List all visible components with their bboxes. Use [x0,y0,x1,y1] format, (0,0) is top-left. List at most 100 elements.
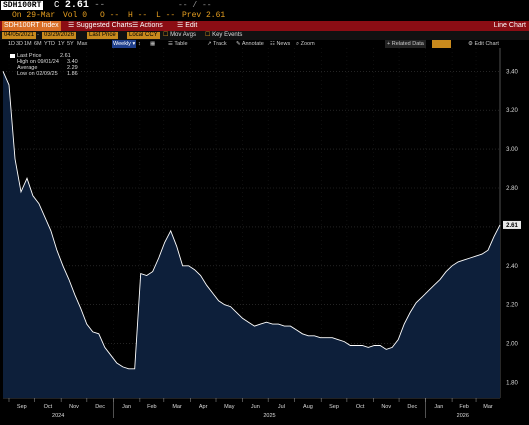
y-tick-label: 2.00 [506,342,518,348]
y-tick-label: 2.80 [506,186,518,192]
y-tick-label: 2.20 [506,303,518,309]
y-tick-label: 2.40 [506,264,518,270]
period-button-ytd[interactable]: YTD [44,41,55,47]
quote-value: 2.61 [64,0,89,11]
price-line [2,71,501,370]
function-toolbar: SDH100RT Index ☰ Suggested Charts ☰ Acti… [0,21,529,31]
security-menu[interactable]: SDH100RT Index [2,21,61,31]
edit-menu[interactable]: ☰ Edit [177,22,198,29]
bid-ask-placeholder: -- / -- [178,1,212,10]
annotate-button[interactable]: ✎ Annotate [236,41,264,47]
y-tick-label: 3.00 [506,147,518,153]
chart-type-label: Line Chart [493,22,526,29]
chart-legend: Last Price 2.61 High on 09/01/24 3.40 Av… [8,52,80,78]
track-button[interactable]: ↗ Track [207,41,227,47]
swap-icon[interactable]: ↕ [138,41,141,47]
year-label: 2024 [52,413,64,419]
x-tick-label: Sep [17,404,27,410]
related-data-button[interactable]: + Related Data [385,40,426,48]
last-price-tag-label: 2.61 [506,223,518,229]
legend-last-price-value: 2.61 [60,53,71,59]
frequency-selector[interactable]: Weekly ▾ [112,40,137,48]
x-tick-label: Mar [483,404,493,410]
year-label: 2026 [457,413,469,419]
actions-menu[interactable]: ☰ Actions [132,22,163,29]
period-button-6m[interactable]: 6M [34,41,42,47]
legend-high-label: High on 09/01/24 [17,59,59,65]
x-tick-label: Jun [251,404,260,410]
y-tick-label: 3.40 [506,69,518,75]
x-tick-label: Dec [95,404,105,410]
legend-low-value: 1.86 [67,71,78,77]
currency-selector[interactable]: Local CCY [127,32,160,39]
x-tick-label: Oct [356,404,365,410]
ticker-box[interactable]: SDH100RT [1,1,44,10]
price-chart[interactable]: 1.802.002.202.402.602.803.003.203.40SepO… [0,48,529,420]
quote-prev: Prev 2.61 [182,11,226,20]
legend-average-value: 2.29 [67,65,78,71]
quote-dash-a: -- [94,0,106,10]
related-data-field[interactable] [432,40,452,48]
chart-controls: 04/05/2021 - 03/29/2026 Last Price Local… [0,31,529,40]
year-label: 2025 [263,413,275,419]
date-separator: - [37,32,39,38]
mov-avgs-toggle[interactable]: ☐ Mov Avgs [163,31,196,40]
legend-last-price: Last Price 2.61 [10,53,78,59]
mov-avgs-label: Mov Avgs [170,32,196,38]
period-button-1m[interactable]: 1M [24,41,32,47]
legend-average-label: Average [17,65,38,71]
legend-low: Low on 02/09/25 1.86 [10,71,78,77]
news-button[interactable]: ☷ News [270,41,291,47]
checkbox-icon: ☐ [163,32,169,38]
legend-average: Average 2.29 [10,65,78,71]
x-tick-label: Apr [199,404,208,410]
x-tick-label: Oct [44,404,53,410]
y-tick-label: 3.20 [506,108,518,114]
checkbox-icon: ☐ [205,32,211,38]
last-price-tag [503,220,521,229]
series-swatch [10,53,15,58]
x-tick-label: Dec [407,404,417,410]
end-date-field[interactable]: 03/29/2026 [42,32,77,39]
x-tick-label: Aug [303,404,313,410]
x-tick-label: Feb [459,404,468,410]
period-button-1y[interactable]: 1Y [58,41,65,47]
period-button-max[interactable]: Max [77,41,88,47]
x-tick-label: Nov [381,404,391,410]
quote-date: On 29-Mar [12,11,56,20]
grid-icon[interactable]: ▦ [150,41,156,47]
edit-chart-button[interactable]: ⚙ Edit Chart [468,41,499,47]
field-selector[interactable]: Last Price [87,32,118,39]
x-tick-label: Jan [434,404,443,410]
key-events-toggle[interactable]: ☐ Key Events [205,31,242,40]
period-button-1d[interactable]: 1D [8,41,16,47]
last-quote: C 2.61 -- [54,0,105,11]
period-bar: 1D 3D 1M 6M YTD 1Y 5Y Max Weekly ▾ ↕ ▦ ☰ Table ↗ Tra… [0,40,529,48]
quote-code: C [54,0,60,10]
security-header: SDH100RT C 2.61 -- -- / -- [0,0,529,11]
quote-low: L -- [156,11,176,20]
y-tick-label: 1.80 [506,380,518,386]
price-area [3,71,500,399]
period-button-3d[interactable]: 3D [16,41,24,47]
x-tick-label: Sep [329,404,339,410]
x-tick-label: Jan [122,404,131,410]
chart-canvas: 1.802.002.202.402.602.803.003.203.40SepO… [0,48,529,420]
quote-volume: Vol 0 [63,11,88,20]
period-button-5y[interactable]: 5Y [67,41,74,47]
table-button[interactable]: ☰ Table [168,41,188,47]
x-tick-label: Nov [69,404,79,410]
quote-details: On 29-Mar Vol 0 O -- H -- L -- Prev 2.61 [0,11,529,21]
legend-high-value: 3.40 [67,59,78,65]
zoom-button[interactable]: ⌕ Zoom [296,41,315,47]
quote-open: O -- [100,11,120,20]
x-tick-label: May [224,404,235,410]
legend-low-label: Low on 02/09/25 [17,71,58,77]
x-tick-label: Feb [147,404,156,410]
quote-high: H -- [128,11,148,20]
suggested-charts-menu[interactable]: ☰ Suggested Charts [68,22,133,29]
legend-last-price-label: Last Price [17,53,42,59]
key-events-label: Key Events [212,32,243,38]
x-tick-label: Mar [172,404,182,410]
start-date-field[interactable]: 04/05/2021 [2,32,37,39]
